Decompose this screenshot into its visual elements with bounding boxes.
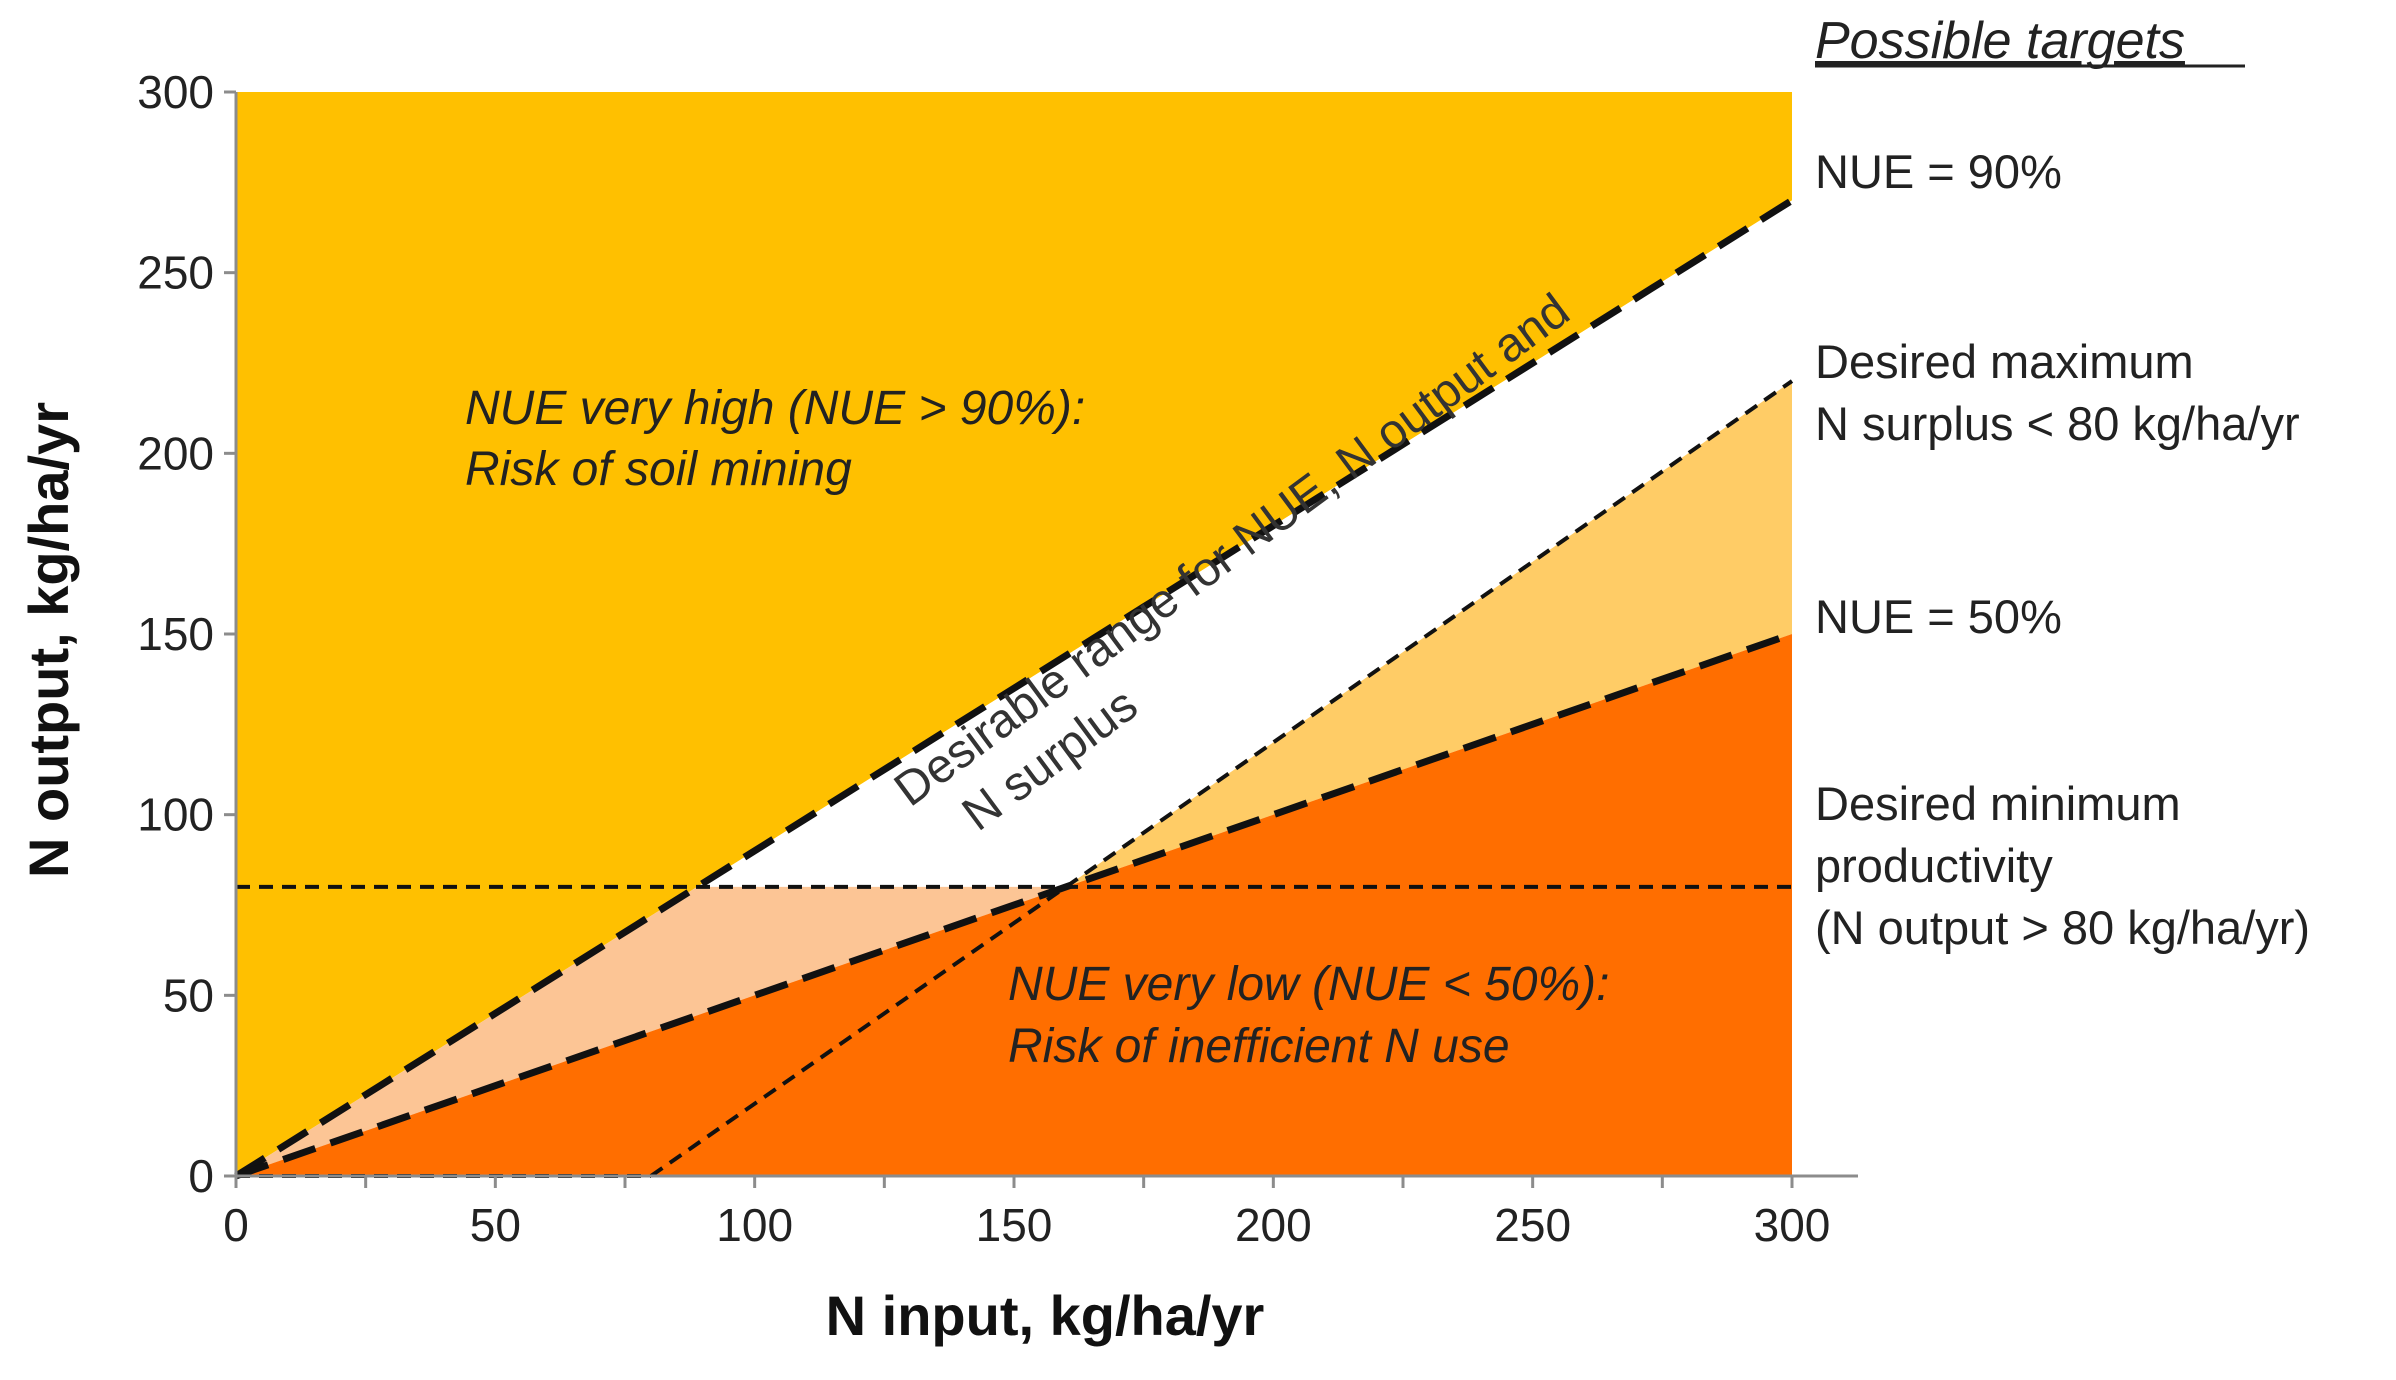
y-tick-label: 0	[188, 1150, 214, 1202]
target-max-surplus-line1: Desired maximum	[1815, 335, 2194, 388]
target-max-surplus-line2: N surplus < 80 kg/ha/yr	[1815, 397, 2300, 450]
annotation-nue-very-low-line1: NUE very low (NUE < 50%):	[1008, 958, 1609, 1011]
x-tick-label: 50	[470, 1199, 521, 1251]
x-tick-label: 300	[1754, 1199, 1831, 1251]
target-min-productivity-line3: (N output > 80 kg/ha/yr)	[1815, 901, 2310, 954]
possible-targets-title: Possible targets	[1815, 12, 2185, 70]
line-layer	[234, 197, 1794, 1180]
x-tick-label: 200	[1235, 1199, 1312, 1251]
y-axis-label: N output, kg/ha/yr	[17, 402, 80, 878]
region-nue-very-high-nue-90	[236, 92, 1792, 1176]
line-nue-90	[234, 197, 1794, 1179]
annotation-nue-very-high-line2: Risk of soil mining	[465, 443, 852, 496]
y-tick-label: 50	[163, 969, 214, 1021]
x-tick-label: 0	[223, 1199, 249, 1251]
y-tick-label: 300	[137, 66, 214, 118]
x-tick-label: 150	[976, 1199, 1053, 1251]
region-layer	[236, 92, 1792, 1176]
axes-layer: 0 50 100 150 200 250 300 0 50 100 150 200 250 300	[137, 66, 1858, 1251]
region-surplus-exceeded-nue-50-90	[1065, 381, 1792, 887]
target-nue-50: NUE = 50%	[1815, 590, 2062, 643]
target-nue-90: NUE = 90%	[1815, 145, 2062, 198]
annotation-nue-very-high-line1: NUE very high (NUE > 90%):	[465, 382, 1085, 435]
target-min-productivity-line2: productivity	[1815, 839, 2053, 892]
annotation-nue-very-low-line2: Risk of inefficient N use	[1008, 1020, 1510, 1073]
target-min-productivity-line1: Desired minimum	[1815, 777, 2181, 830]
y-tick-label: 100	[137, 789, 214, 841]
x-tick-label: 100	[716, 1199, 793, 1251]
y-tick-label: 250	[137, 247, 214, 299]
x-tick-label: 250	[1494, 1199, 1571, 1251]
y-tick-label: 150	[137, 608, 214, 660]
line-desired-maximum-n-surplus-80-kg-ha-yr	[649, 379, 1794, 1178]
x-axis-label: N input, kg/ha/yr	[826, 1284, 1265, 1347]
line-nue-50	[234, 630, 1794, 1180]
y-tick-label: 200	[137, 427, 214, 479]
